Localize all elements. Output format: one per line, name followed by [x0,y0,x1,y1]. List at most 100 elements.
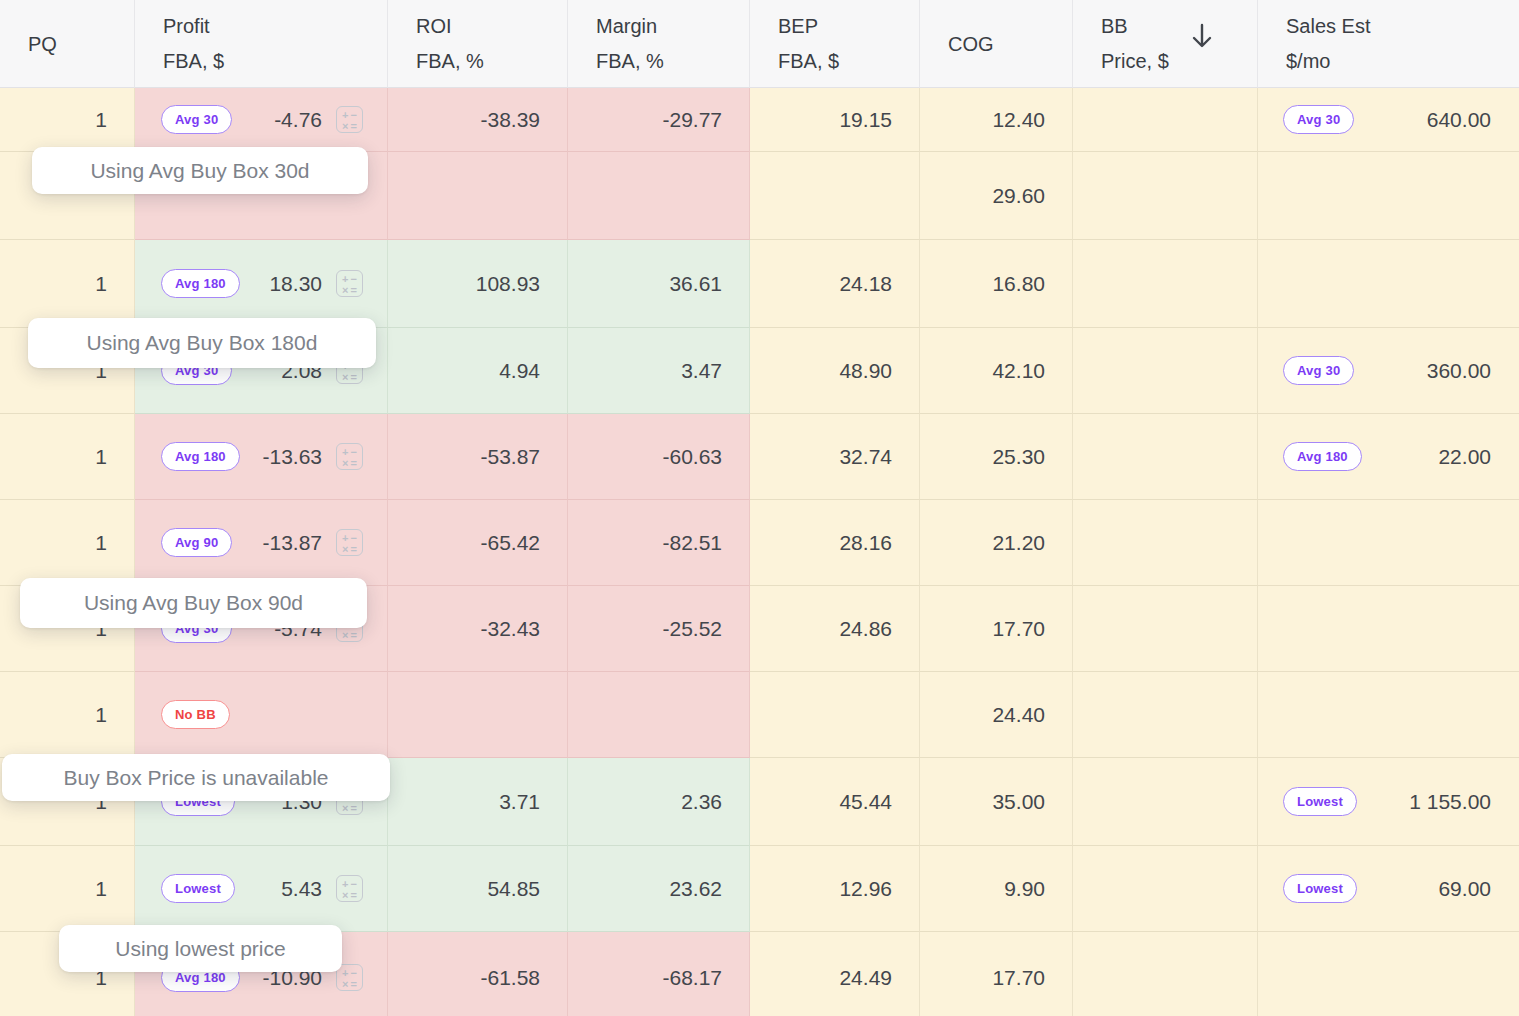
column-header-pq[interactable]: PQ [0,0,135,88]
calculator-glyph: × [341,458,350,469]
column-header-profit[interactable]: ProfitFBA, $ [135,0,388,88]
calculator-icon[interactable]: +−×= [336,964,363,991]
cell-margin: -60.63 [568,414,750,500]
roi-value: -32.43 [480,617,540,641]
pq-value: 1 [95,703,107,727]
cell-sales-est [1258,932,1519,1016]
pq-value: 1 [95,108,107,132]
price-source-badge[interactable]: Avg 90 [161,528,232,557]
margin-value: 3.47 [681,359,722,383]
margin-value: -60.63 [662,445,722,469]
margin-value: -82.51 [662,531,722,555]
column-header-roi[interactable]: ROIFBA, % [388,0,568,88]
cell-bb [1073,758,1258,846]
calculator-icon[interactable]: +−×= [336,270,363,297]
tooltip: Buy Box Price is unavailable [2,754,390,801]
column-header-bep[interactable]: BEPFBA, $ [750,0,920,88]
products-table: PQProfitFBA, $ROIFBA, %MarginFBA, %BEPFB… [0,0,1519,1016]
cell-margin [568,152,750,240]
cell-sales-est: Avg 180 22.00 [1258,414,1519,500]
sales-est-value: 22.00 [1438,445,1491,469]
price-source-badge[interactable]: Lowest [1283,874,1357,903]
sales-est-value: 360.00 [1427,359,1491,383]
margin-value: -25.52 [662,617,722,641]
cog-value: 25.30 [992,445,1045,469]
price-source-badge[interactable]: Avg 180 [161,442,240,471]
calculator-icon[interactable]: +−×= [336,529,363,556]
column-header-line1: Sales Est [1286,12,1370,40]
cell-pq: 1 [0,240,135,328]
roi-value: 4.94 [499,359,540,383]
cog-value: 16.80 [992,272,1045,296]
no-bb-badge[interactable]: No BB [161,700,230,729]
calculator-glyph: × [341,890,350,901]
column-header-line1: ROI [416,12,484,40]
cell-cog: 16.80 [920,240,1073,328]
cell-sales-est: Avg 30 360.00 [1258,328,1519,414]
tooltip-text: Buy Box Price is unavailable [64,766,329,790]
cell-bb [1073,152,1258,240]
cell-roi: -65.42 [388,500,568,586]
cell-cog: 24.40 [920,672,1073,758]
cell-bep: 12.96 [750,846,920,932]
cell-bb [1073,414,1258,500]
bep-value: 12.96 [839,877,892,901]
calculator-glyph: × [341,979,350,990]
margin-value: 2.36 [681,790,722,814]
profit-value: 5.43 [281,877,322,901]
cell-sales-est [1258,152,1519,240]
cell-bep [750,152,920,240]
cell-margin: -29.77 [568,88,750,152]
column-header-line1: BB [1101,12,1169,40]
bep-value: 24.18 [839,272,892,296]
cell-margin: 2.36 [568,758,750,846]
cell-margin: 3.47 [568,328,750,414]
cell-margin: -25.52 [568,586,750,672]
price-source-badge[interactable]: Lowest [161,874,235,903]
column-header-cog[interactable]: COG [920,0,1073,88]
cog-value: 17.70 [992,966,1045,990]
cog-value: 24.40 [992,703,1045,727]
price-source-badge[interactable]: Avg 30 [1283,105,1354,134]
column-header-line2: $/mo [1286,47,1370,75]
price-source-badge[interactable]: Avg 30 [161,105,232,134]
bep-value: 32.74 [839,445,892,469]
calculator-glyph: = [350,458,359,469]
column-header-line1: BEP [778,12,839,40]
table-row: 1Avg 18018.30+−×=108.9336.6124.1816.80 [0,240,1519,328]
cog-value: 21.20 [992,531,1045,555]
tooltip-text: Using Avg Buy Box 90d [84,591,303,615]
column-header-label: Sales Est $/mo [1286,12,1370,75]
calculator-icon[interactable]: +−×= [336,106,363,133]
cell-cog: 35.00 [920,758,1073,846]
cell-cog: 21.20 [920,500,1073,586]
tooltip: Using Avg Buy Box 30d [32,147,368,194]
cell-sales-est: Avg 30 640.00 [1258,88,1519,152]
cell-margin: -68.17 [568,932,750,1016]
calculator-glyph: = [350,803,359,814]
price-source-badge[interactable]: Avg 180 [161,269,240,298]
margin-value: 36.61 [669,272,722,296]
cell-bep: 24.18 [750,240,920,328]
price-source-badge[interactable]: Avg 30 [1283,356,1354,385]
sort-desc-icon[interactable] [1189,21,1215,58]
cell-bep: 28.16 [750,500,920,586]
cell-sales-est: Lowest69.00 [1258,846,1519,932]
margin-value: 23.62 [669,877,722,901]
column-header-margin[interactable]: MarginFBA, % [568,0,750,88]
calculator-icon[interactable]: +−×= [336,875,363,902]
calculator-icon[interactable]: +−×= [336,443,363,470]
price-source-badge[interactable]: Avg 180 [1283,442,1362,471]
sales-est-value: 640.00 [1427,108,1491,132]
roi-value: 54.85 [487,877,540,901]
price-source-badge[interactable]: Lowest [1283,787,1357,816]
cell-pq: 1 [0,672,135,758]
cell-bb [1073,500,1258,586]
calculator-glyph: = [350,372,359,383]
bep-value: 24.86 [839,617,892,641]
column-header-sales[interactable]: Sales Est $/mo [1258,0,1519,88]
cell-roi [388,672,568,758]
column-header-bb[interactable]: BBPrice, $ [1073,0,1258,88]
table-row: 1Lowest5.43+−×=54.8523.6212.969.90Lowest… [0,846,1519,932]
cell-cog: 25.30 [920,414,1073,500]
